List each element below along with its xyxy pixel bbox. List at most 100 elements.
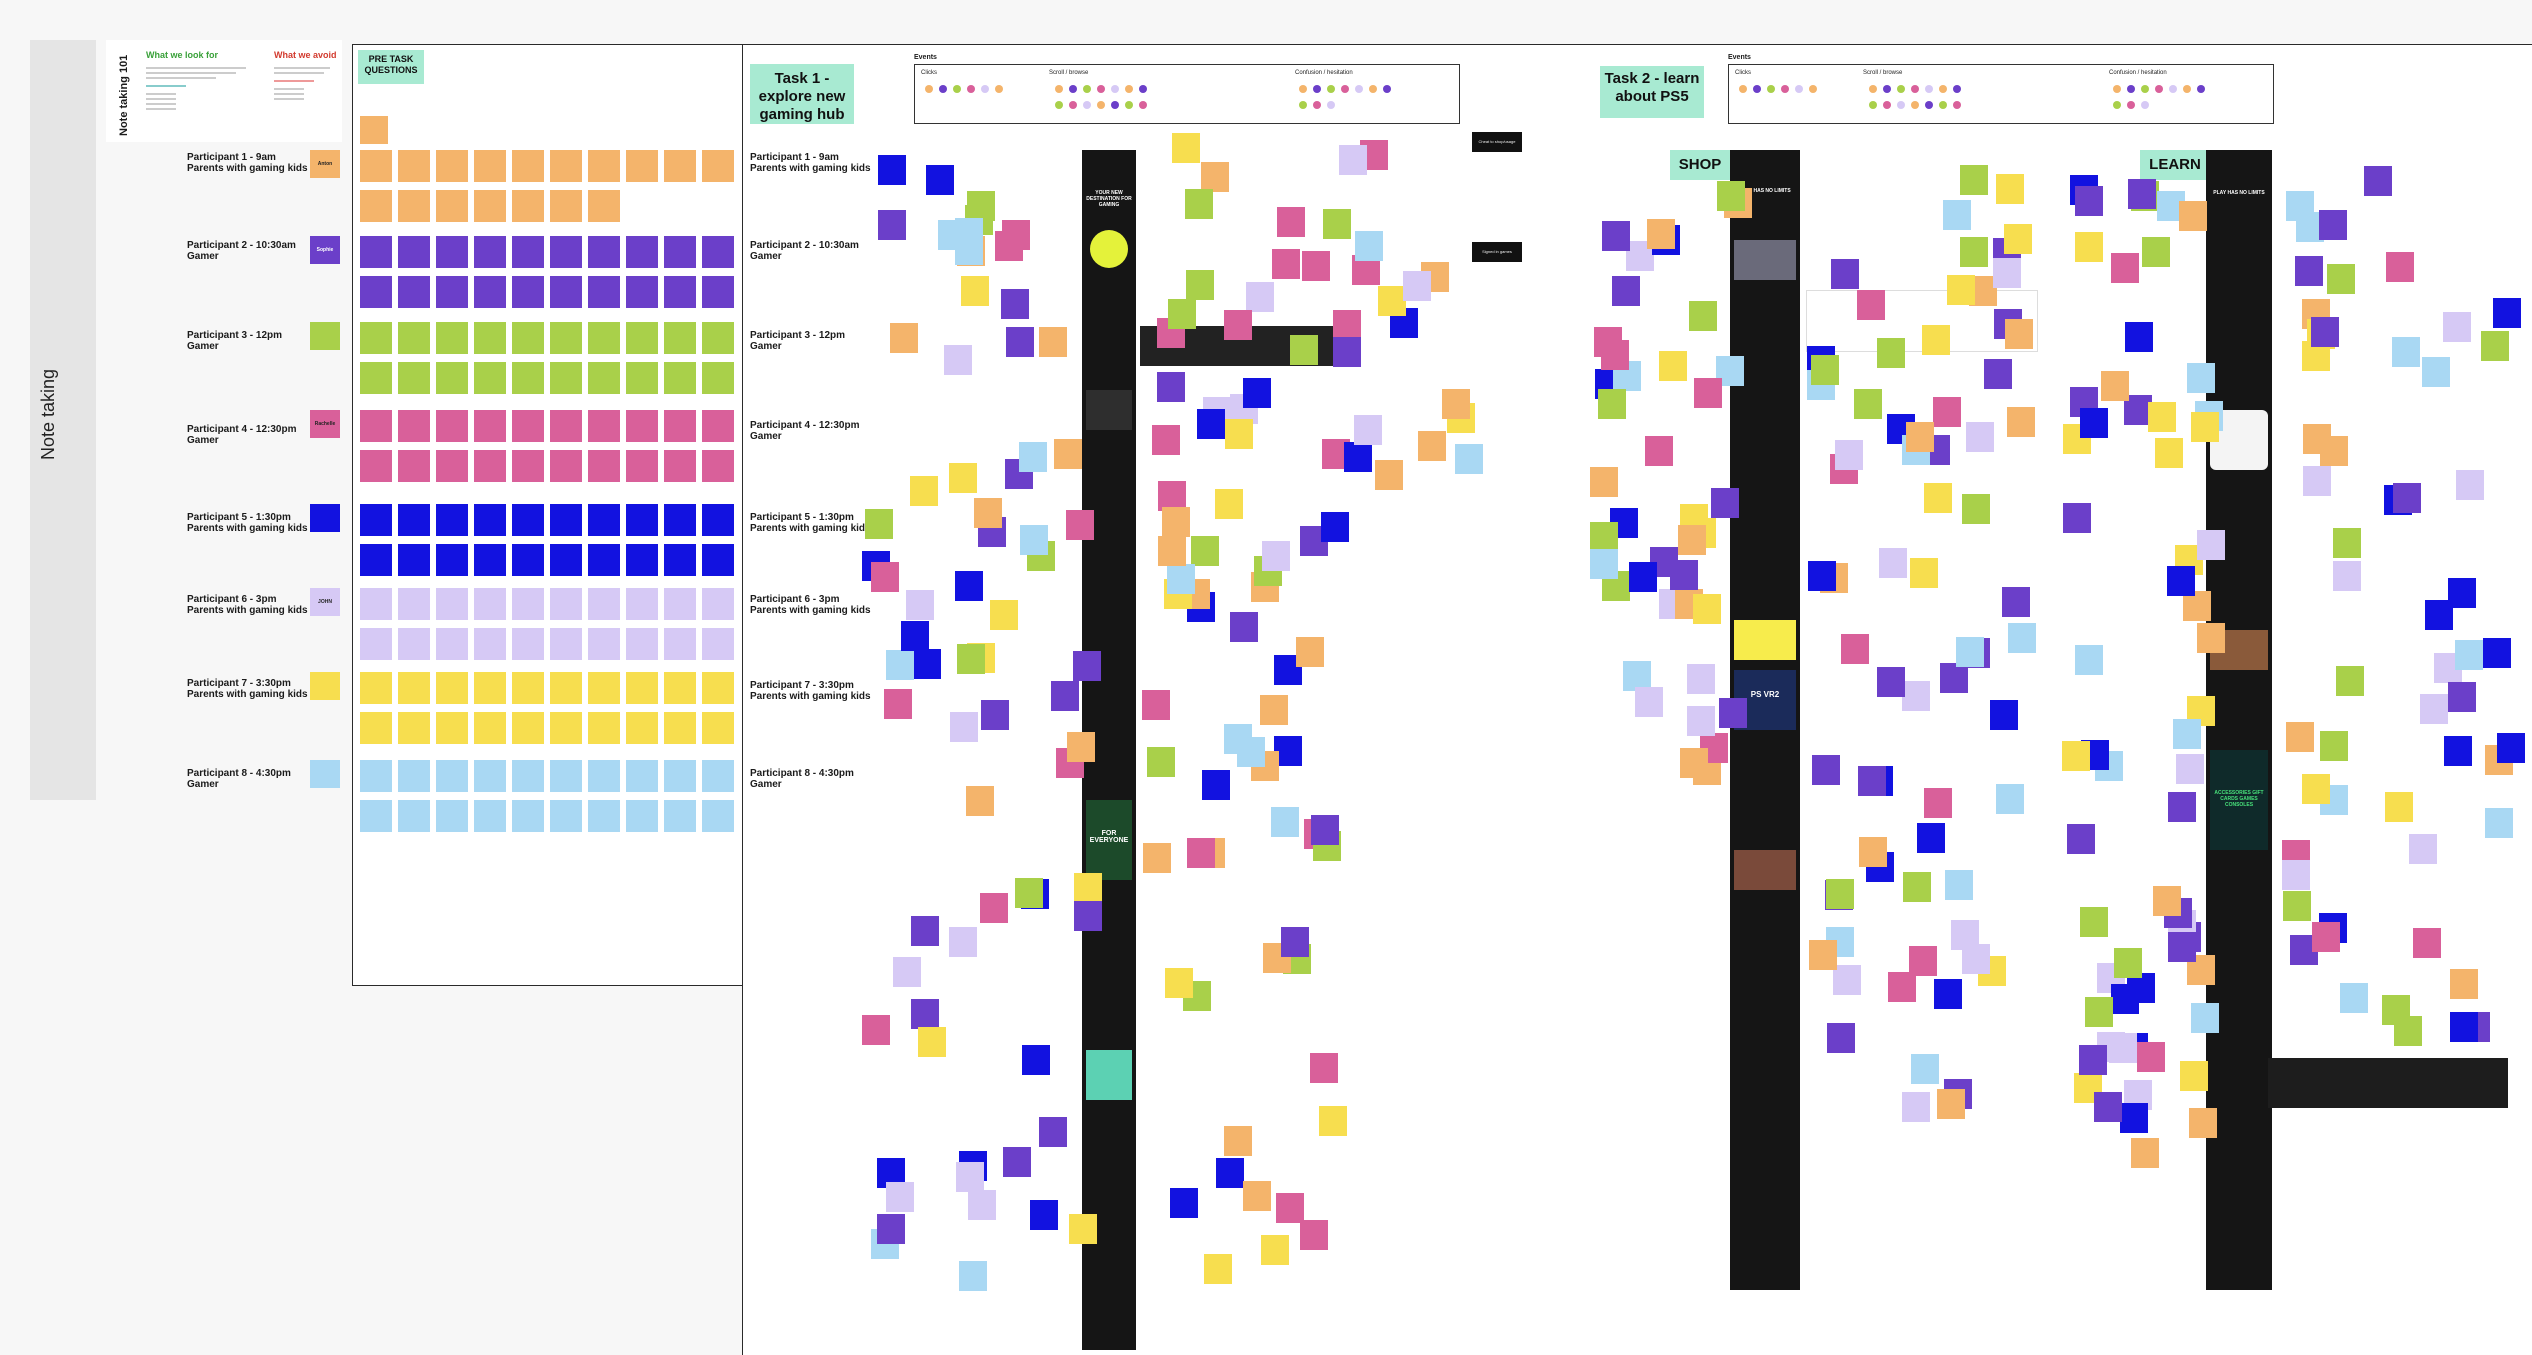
- sticky-note[interactable]: [2187, 363, 2215, 393]
- sticky-note[interactable]: [1158, 481, 1186, 511]
- sticky-note[interactable]: [626, 276, 658, 308]
- sticky-note[interactable]: [664, 150, 696, 182]
- sticky-note[interactable]: [474, 504, 506, 536]
- sticky-note[interactable]: [588, 760, 620, 792]
- sticky-note[interactable]: [1001, 289, 1029, 319]
- sticky-note[interactable]: [2063, 503, 2091, 533]
- sticky-note[interactable]: [360, 190, 392, 222]
- sticky-note[interactable]: [360, 544, 392, 576]
- sticky-note[interactable]: [1951, 920, 1979, 950]
- sticky-note[interactable]: [626, 628, 658, 660]
- sticky-note[interactable]: [626, 588, 658, 620]
- sticky-note[interactable]: [588, 712, 620, 744]
- participant-tag-sticky[interactable]: [310, 504, 340, 532]
- sticky-note[interactable]: [1323, 209, 1351, 239]
- sticky-note[interactable]: [626, 150, 658, 182]
- sticky-note[interactable]: [1910, 558, 1938, 588]
- participant-tag-sticky[interactable]: [310, 672, 340, 700]
- sticky-note[interactable]: [2142, 237, 2170, 267]
- sticky-note[interactable]: [664, 588, 696, 620]
- sticky-note[interactable]: [474, 150, 506, 182]
- sticky-note[interactable]: [436, 150, 468, 182]
- sticky-note[interactable]: [2425, 600, 2453, 630]
- sticky-note[interactable]: [2319, 210, 2347, 240]
- sticky-note[interactable]: [702, 276, 734, 308]
- participant-tag-sticky[interactable]: JOHN: [310, 588, 340, 616]
- sticky-note[interactable]: [1601, 340, 1629, 370]
- sticky-note[interactable]: [436, 800, 468, 832]
- sticky-note[interactable]: [957, 644, 985, 674]
- sticky-note[interactable]: [906, 590, 934, 620]
- sticky-note[interactable]: [1678, 525, 1706, 555]
- sticky-note[interactable]: [436, 450, 468, 482]
- sticky-note[interactable]: [436, 236, 468, 268]
- participant-tag-sticky[interactable]: Sophie: [310, 236, 340, 264]
- sticky-note[interactable]: [436, 588, 468, 620]
- sticky-note[interactable]: [664, 450, 696, 482]
- sticky-note[interactable]: [1272, 249, 1300, 279]
- sticky-note[interactable]: [550, 410, 582, 442]
- sticky-note[interactable]: [1943, 200, 1971, 230]
- sticky-note[interactable]: [626, 504, 658, 536]
- sticky-note[interactable]: [1354, 415, 1382, 445]
- sticky-note[interactable]: [2385, 792, 2413, 822]
- sticky-note[interactable]: [2497, 733, 2525, 763]
- sticky-note[interactable]: [360, 672, 392, 704]
- sticky-note[interactable]: [626, 760, 658, 792]
- sticky-note[interactable]: [1261, 1235, 1289, 1265]
- sticky-note[interactable]: [2125, 322, 2153, 352]
- sticky-note[interactable]: [2191, 412, 2219, 442]
- sticky-note[interactable]: [1808, 561, 1836, 591]
- sticky-note[interactable]: [474, 800, 506, 832]
- sticky-note[interactable]: [1319, 1106, 1347, 1136]
- sticky-note[interactable]: [360, 150, 392, 182]
- sticky-note[interactable]: [398, 544, 430, 576]
- sticky-note[interactable]: [1924, 788, 1952, 818]
- sticky-note[interactable]: [1262, 541, 1290, 571]
- sticky-note[interactable]: [1201, 162, 1229, 192]
- sticky-note[interactable]: [1311, 815, 1339, 845]
- sticky-note[interactable]: [2340, 983, 2368, 1013]
- sticky-note[interactable]: [968, 1190, 996, 1220]
- sticky-note[interactable]: [1186, 270, 1214, 300]
- sticky-note[interactable]: [1197, 409, 1225, 439]
- sticky-note[interactable]: [588, 236, 620, 268]
- sticky-note[interactable]: [550, 150, 582, 182]
- sticky-note[interactable]: [664, 322, 696, 354]
- sticky-note[interactable]: [512, 588, 544, 620]
- sticky-note[interactable]: [664, 800, 696, 832]
- sticky-note[interactable]: [1689, 301, 1717, 331]
- sticky-note[interactable]: [890, 323, 918, 353]
- sticky-note[interactable]: [1996, 174, 2024, 204]
- sticky-note[interactable]: [512, 190, 544, 222]
- sticky-note[interactable]: [1590, 549, 1618, 579]
- sticky-note[interactable]: [664, 504, 696, 536]
- sticky-note[interactable]: [2002, 587, 2030, 617]
- sticky-note[interactable]: [550, 276, 582, 308]
- sticky-note[interactable]: [2450, 1012, 2478, 1042]
- sticky-note[interactable]: [2443, 312, 2471, 342]
- sticky-note[interactable]: [2179, 201, 2207, 231]
- sticky-note[interactable]: [550, 190, 582, 222]
- sticky-note[interactable]: [2168, 932, 2196, 962]
- sticky-note[interactable]: [1647, 219, 1675, 249]
- sticky-note[interactable]: [1831, 259, 1859, 289]
- sticky-note[interactable]: [1216, 1158, 1244, 1188]
- sticky-note[interactable]: [1073, 651, 1101, 681]
- sticky-note[interactable]: [1835, 440, 1863, 470]
- sticky-note[interactable]: [626, 236, 658, 268]
- sticky-note[interactable]: [1039, 1117, 1067, 1147]
- sticky-note[interactable]: [1143, 843, 1171, 873]
- sticky-note[interactable]: [436, 628, 468, 660]
- sticky-note[interactable]: [2283, 891, 2311, 921]
- sticky-note[interactable]: [1142, 690, 1170, 720]
- sticky-note[interactable]: [550, 322, 582, 354]
- sticky-note[interactable]: [980, 893, 1008, 923]
- sticky-note[interactable]: [1694, 378, 1722, 408]
- sticky-note[interactable]: [2173, 719, 2201, 749]
- sticky-note[interactable]: [2176, 754, 2204, 784]
- sticky-note[interactable]: [512, 150, 544, 182]
- sticky-note[interactable]: [1984, 359, 2012, 389]
- participant-tag-sticky[interactable]: [310, 322, 340, 350]
- sticky-note[interactable]: [1074, 901, 1102, 931]
